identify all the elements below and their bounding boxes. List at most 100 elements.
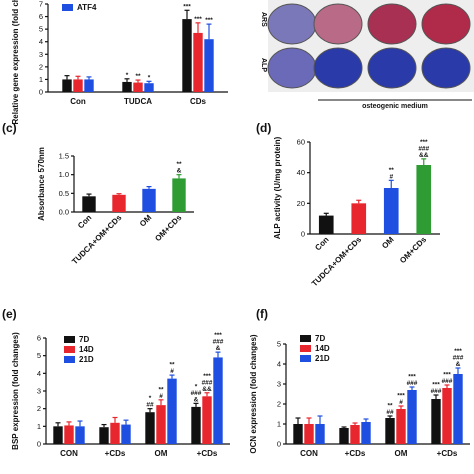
y-axis-label: BSP expression (fold changes) bbox=[11, 332, 20, 450]
legend-swatch bbox=[64, 346, 75, 353]
significance-label: * bbox=[148, 74, 151, 81]
category-label: Con bbox=[313, 235, 330, 252]
bar bbox=[318, 215, 334, 234]
category-label: TUDCA bbox=[124, 97, 152, 106]
bar bbox=[145, 412, 155, 444]
y-tick-label: 5 bbox=[39, 25, 43, 34]
significance-label: ** bbox=[169, 362, 175, 369]
bar bbox=[204, 39, 214, 92]
bar bbox=[156, 405, 166, 444]
y-tick-label: 0 bbox=[301, 230, 305, 239]
significance-label: *** bbox=[205, 17, 213, 24]
significance-label: & bbox=[177, 168, 182, 175]
bar bbox=[99, 427, 109, 444]
ars-well bbox=[367, 3, 417, 45]
category-label: OM bbox=[380, 235, 396, 251]
bar bbox=[53, 426, 63, 444]
y-tick-label: 1 bbox=[37, 422, 41, 431]
bar bbox=[62, 79, 72, 92]
bar bbox=[339, 428, 349, 444]
osteogenic-medium-label: osteogenic medium bbox=[362, 103, 428, 110]
bar bbox=[385, 418, 395, 444]
y-tick-label: 3 bbox=[39, 50, 43, 59]
category-label: CDs bbox=[190, 97, 207, 106]
significance-label: ## bbox=[146, 402, 154, 409]
legend-label: 7D bbox=[315, 334, 325, 343]
significance-label: * bbox=[149, 395, 152, 402]
ars-well bbox=[421, 3, 471, 45]
y-tick-label: 0.5 bbox=[59, 189, 69, 198]
category-label: +CDs bbox=[345, 449, 366, 458]
significance-label: *** bbox=[214, 332, 222, 339]
significance-label: * bbox=[195, 383, 198, 390]
bar bbox=[121, 424, 131, 444]
category-label: OM bbox=[138, 213, 154, 229]
plate-row-label-ars: ARS bbox=[260, 12, 267, 27]
significance-label: *** bbox=[432, 382, 440, 389]
bar bbox=[182, 19, 192, 92]
y-tick-label: 20 bbox=[297, 199, 305, 208]
legend-label: 7D bbox=[79, 335, 89, 344]
y-tick-label: 7 bbox=[39, 0, 43, 9]
significance-label: ### bbox=[453, 355, 464, 362]
alp-well bbox=[421, 47, 471, 89]
category-label: Con bbox=[70, 97, 86, 106]
bar bbox=[293, 424, 303, 444]
y-tick-label: 1 bbox=[39, 75, 43, 84]
significance-label: *** bbox=[183, 3, 191, 10]
y-axis-label: Absorbance 570nm bbox=[37, 147, 46, 221]
y-tick-label: 60 bbox=[297, 138, 305, 147]
category-label: +CDs bbox=[197, 449, 218, 458]
legend-label: 14D bbox=[79, 345, 94, 354]
bar bbox=[133, 82, 143, 92]
bar bbox=[84, 79, 94, 92]
significance-label: ### bbox=[431, 388, 442, 395]
chart-e: 0 1 2 3 4 5 6 BSP expression (fold changes) CON +… bbox=[11, 332, 230, 458]
significance-label: *** bbox=[203, 373, 211, 380]
y-tick-label: 5 bbox=[37, 351, 41, 360]
significance-label: && bbox=[202, 386, 212, 393]
plate-row-label-alp: ALP bbox=[260, 58, 267, 72]
bar bbox=[112, 194, 126, 212]
category-label: OM+CDs bbox=[398, 235, 428, 265]
significance-label: *** bbox=[397, 393, 405, 400]
legend-swatch bbox=[300, 355, 311, 362]
bar bbox=[416, 165, 432, 234]
bar bbox=[407, 390, 417, 444]
category-label: CON bbox=[60, 449, 78, 458]
y-tick-label: 0.0 bbox=[59, 208, 69, 217]
significance-label: *** bbox=[454, 348, 462, 355]
bar bbox=[167, 378, 177, 444]
legend-label: ATF4 bbox=[77, 3, 97, 12]
significance-label: * bbox=[126, 72, 129, 79]
bar bbox=[213, 357, 223, 444]
category-label: Con bbox=[76, 213, 93, 230]
significance-label: & bbox=[456, 361, 461, 368]
y-tick-label: 2 bbox=[37, 404, 41, 413]
alp-well bbox=[367, 47, 417, 89]
significance-label: ### bbox=[202, 379, 213, 386]
stained-plates-panel: ARS ALP osteogenic medium bbox=[260, 0, 474, 110]
significance-label: ### bbox=[191, 390, 202, 397]
y-tick-label: 4 bbox=[37, 369, 41, 378]
bar bbox=[350, 425, 360, 444]
bar bbox=[75, 426, 85, 444]
bar bbox=[122, 81, 132, 92]
panel-label-f: (f) bbox=[256, 307, 268, 321]
bar bbox=[172, 178, 186, 212]
y-tick-label: 4 bbox=[277, 360, 281, 369]
bar bbox=[144, 83, 154, 92]
panel-label-d: (d) bbox=[256, 121, 271, 135]
bar bbox=[431, 399, 441, 444]
significance-label: ** bbox=[135, 73, 141, 80]
significance-label: *** bbox=[443, 372, 451, 379]
bar bbox=[315, 424, 325, 444]
bar bbox=[193, 32, 203, 92]
significance-label: & bbox=[216, 345, 221, 352]
bar bbox=[453, 374, 463, 444]
significance-label: # bbox=[399, 399, 403, 406]
significance-label: # bbox=[389, 173, 393, 180]
y-tick-label: 3 bbox=[277, 380, 281, 389]
